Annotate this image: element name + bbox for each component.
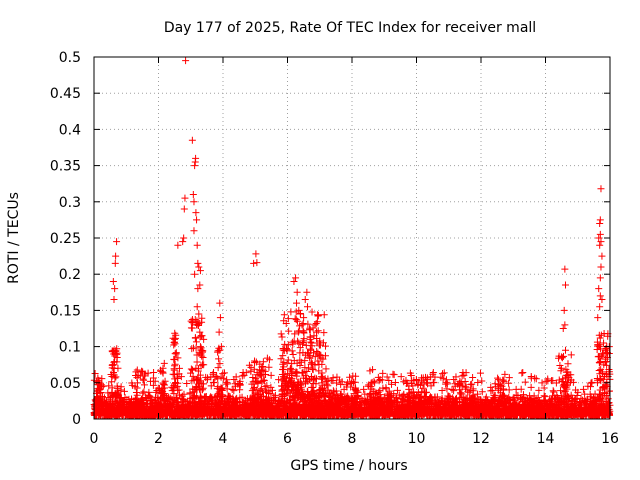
data-points bbox=[90, 57, 614, 419]
data-point bbox=[149, 374, 157, 382]
data-point bbox=[151, 377, 159, 385]
data-point bbox=[144, 369, 152, 377]
data-point bbox=[161, 377, 169, 385]
data-point bbox=[91, 370, 99, 378]
data-point bbox=[139, 375, 147, 383]
data-point bbox=[140, 381, 148, 389]
data-point bbox=[149, 381, 157, 389]
grid-lines bbox=[94, 57, 610, 419]
data-point bbox=[167, 394, 175, 402]
data-point bbox=[117, 383, 125, 391]
data-point bbox=[120, 387, 128, 395]
